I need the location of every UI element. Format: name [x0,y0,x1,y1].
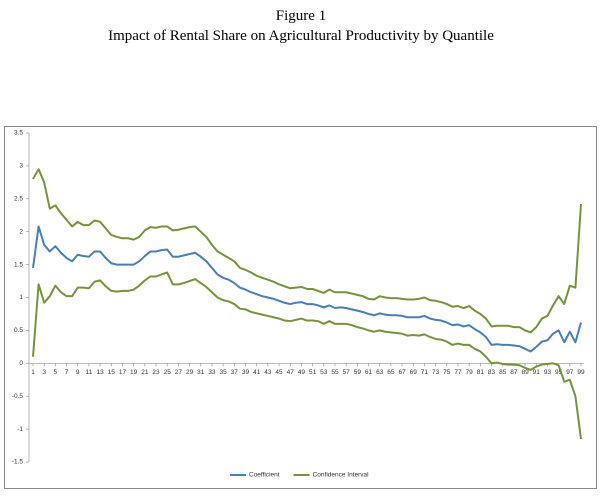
legend-label: Coefficient [249,472,280,479]
legend-label: Confidence Interval [313,472,370,479]
series-line [32,225,582,353]
x-tick-label: 39 [242,369,250,376]
x-tick-label: 99 [577,369,585,376]
x-tick-label: 63 [376,369,384,376]
x-tick-label: 5 [54,369,58,376]
chart-subtitle: Impact of Rental Share on Agricultural P… [108,28,494,44]
x-tick-label: 43 [264,369,272,376]
x-tick-label: 85 [499,369,507,376]
x-tick-label: 69 [410,369,418,376]
x-tick-label: 57 [343,369,351,376]
x-tick-label: 67 [398,369,406,376]
x-tick-label: 33 [208,369,216,376]
x-tick-label: 95 [555,369,563,376]
x-tick-label: 59 [354,369,362,376]
x-tick-label: 91 [533,369,541,376]
x-tick-label: 1 [31,369,35,376]
x-tick-label: 89 [521,369,529,376]
x-tick-label: 21 [141,369,149,376]
series-line [32,168,582,334]
y-tick-label: 0 [19,360,23,367]
x-tick-label: 13 [96,369,104,376]
chart-title: Figure 1 [276,8,326,24]
x-tick-label: 41 [253,369,261,376]
x-tick-label: 27 [175,369,183,376]
x-tick-label: 19 [130,369,138,376]
y-tick-label: 1 [19,294,23,301]
x-tick-label: 83 [488,369,496,376]
x-tick-label: 65 [387,369,395,376]
y-tick-label: -1.5 [12,459,24,466]
x-tick-label: 93 [544,369,552,376]
x-tick-label: 75 [443,369,451,376]
chart-frame [4,126,597,489]
x-tick-label: 47 [287,369,295,376]
y-tick-label: 1.5 [14,261,23,268]
x-tick-label: 25 [164,369,172,376]
x-tick-label: 35 [220,369,228,376]
x-tick-label: 87 [510,369,518,376]
x-tick-label: 3 [42,369,46,376]
y-tick-label: -0.5 [12,393,24,400]
x-tick-label: 79 [466,369,474,376]
x-tick-label: 15 [108,369,116,376]
x-tick-label: 71 [421,369,429,376]
x-tick-label: 37 [231,369,239,376]
x-tick-label: 31 [197,369,205,376]
y-tick-label: 0.5 [14,327,23,334]
x-tick-label: 23 [152,369,160,376]
y-tick-label: 3 [19,163,23,170]
x-tick-label: 61 [365,369,373,376]
series-line-lower [32,271,582,440]
x-tick-label: 29 [186,369,194,376]
y-tick-label: 3.5 [14,130,23,137]
x-tick-label: 45 [275,369,283,376]
x-tick-label: 49 [298,369,306,376]
x-tick-label: 9 [76,369,80,376]
x-tick-label: 11 [86,369,93,376]
x-tick-label: 97 [566,369,574,376]
y-tick-label: 2.5 [14,196,23,203]
x-tick-label: 17 [119,369,127,376]
y-tick-label: 2 [19,228,23,235]
x-tick-label: 81 [477,369,485,376]
y-tick-label: -1 [17,426,23,433]
x-tick-label: 55 [331,369,339,376]
x-tick-label: 53 [320,369,328,376]
x-tick-label: 73 [432,369,440,376]
x-tick-label: 77 [454,369,462,376]
x-tick-label: 7 [65,369,69,376]
x-tick-label: 51 [309,369,317,376]
